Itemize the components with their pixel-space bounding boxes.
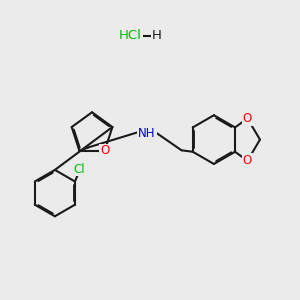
Text: NH: NH (138, 127, 156, 140)
Text: Cl: Cl (74, 163, 85, 176)
Text: H: H (152, 29, 161, 42)
Text: O: O (243, 112, 252, 125)
Text: O: O (243, 154, 252, 167)
Text: HCl: HCl (119, 29, 142, 42)
Text: O: O (100, 145, 109, 158)
